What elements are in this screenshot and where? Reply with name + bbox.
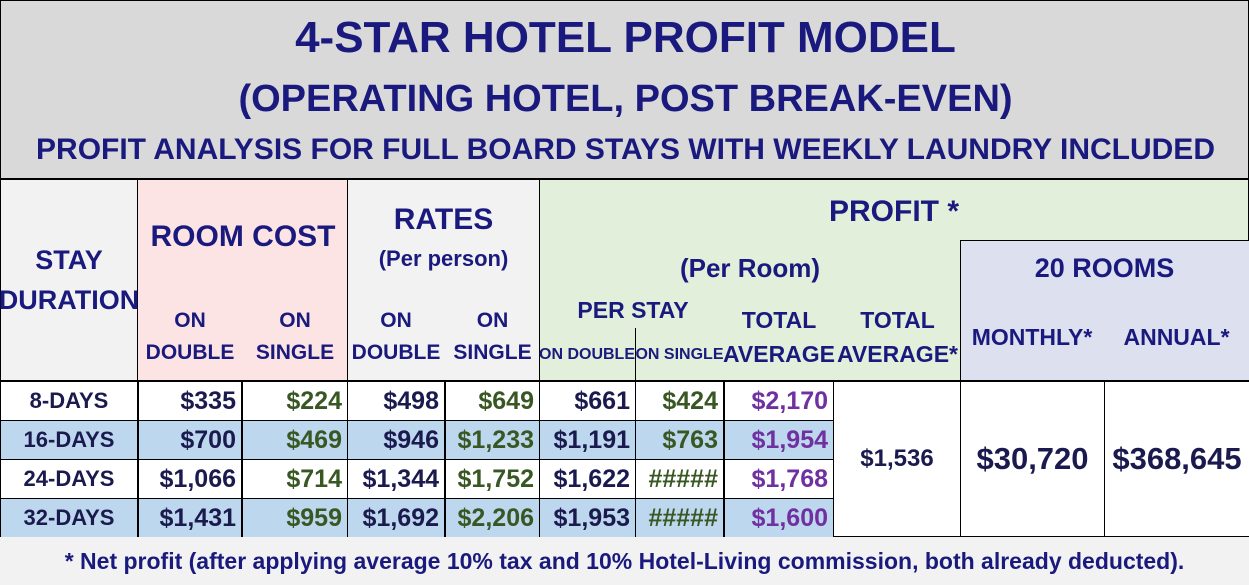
- cost-single-cell: $469: [242, 420, 348, 460]
- header-total-average: TOTAL AVERAGE: [722, 302, 836, 372]
- stay-cell: 8-DAYS: [0, 381, 138, 421]
- header-rate-double-label: DOUBLE: [351, 341, 441, 364]
- header-cost-double-label: DOUBLE: [145, 341, 235, 364]
- header-annual: ANNUAL*: [1123, 323, 1230, 350]
- footer-note: * Net profit (after applying average 10%…: [0, 537, 1249, 585]
- title-line-3: PROFIT ANALYSIS FOR FULL BOARD STAYS WIT…: [36, 133, 1215, 166]
- header-cost-on-label-2: ON: [279, 309, 311, 332]
- header-rate-on-label: ON: [380, 309, 412, 332]
- header-rate-on-double: ON DOUBLE: [347, 305, 445, 369]
- cost-single-cell: $959: [242, 498, 348, 538]
- profit-double-cell: $661: [539, 381, 636, 421]
- profit-double-cell: $1,191: [539, 420, 636, 460]
- header-profit: PROFIT *: [828, 195, 959, 228]
- header-per-room: (Per Room): [679, 252, 821, 283]
- header-total-label: TOTAL: [741, 307, 817, 333]
- header-rate-on-label-2: ON: [476, 309, 509, 332]
- title-line-1: 4-STAR HOTEL PROFIT MODEL: [295, 13, 956, 62]
- profit-single-cell: #####: [635, 498, 724, 538]
- total-average-cell: $2,170: [724, 381, 834, 421]
- rate-double-cell: $1,344: [347, 459, 445, 499]
- rate-single-cell: $1,233: [445, 420, 540, 460]
- cost-double-cell: $1,431: [138, 498, 242, 538]
- profit-double-cell: $1,953: [539, 498, 636, 538]
- header-profit-on-double: ON DOUBLE: [539, 346, 635, 363]
- header-per-person: (Per person): [378, 246, 509, 271]
- header-profit-on-single: ON SINGLE: [635, 346, 724, 363]
- header-rates: RATES: [393, 203, 494, 236]
- stay-cell: 24-DAYS: [0, 459, 138, 499]
- total-average-cell: $1,600: [724, 498, 834, 538]
- header-20-rooms-block: [960, 240, 1249, 381]
- header-monthly: MONTHLY*: [971, 323, 1093, 350]
- header-average-label: AVERAGE: [722, 341, 836, 367]
- overall-average-cell: $1,536: [833, 381, 961, 537]
- header-room-cost-block: [138, 179, 348, 381]
- total-average-cell: $1,954: [724, 420, 834, 460]
- header-cost-on-double: ON DOUBLE: [138, 305, 242, 369]
- title-block: 4-STAR HOTEL PROFIT MODEL (OPERATING HOT…: [0, 0, 1249, 179]
- total-average-cell: $1,768: [724, 459, 834, 499]
- header-stay-duration: STAY DURATION: [0, 179, 140, 381]
- cost-double-cell: $700: [138, 420, 242, 460]
- header-cost-on-single: ON SINGLE: [242, 305, 348, 369]
- header-rate-single-label: SINGLE: [453, 341, 532, 364]
- header-per-stay: PER STAY: [577, 296, 689, 323]
- annual-cell: $368,645: [1104, 381, 1249, 537]
- cost-double-cell: $335: [138, 381, 242, 421]
- title-line-2: (OPERATING HOTEL, POST BREAK-EVEN): [238, 78, 1013, 120]
- stay-cell: 16-DAYS: [0, 420, 138, 460]
- header-cost-on-label: ON: [174, 309, 206, 332]
- header-duration: DURATION: [0, 285, 140, 315]
- monthly-cell: $30,720: [960, 381, 1105, 537]
- header-cost-single-label: SINGLE: [255, 341, 335, 364]
- cost-single-cell: $224: [242, 381, 348, 421]
- header-total-average-overall: TOTAL AVERAGE*: [834, 302, 961, 372]
- rate-double-cell: $946: [347, 420, 445, 460]
- profit-single-cell: #####: [635, 459, 724, 499]
- profit-double-cell: $1,622: [539, 459, 636, 499]
- header-rates-block: [347, 179, 540, 381]
- header-room-cost: ROOM COST: [150, 220, 336, 253]
- header-average-star-label: AVERAGE*: [837, 341, 958, 367]
- rate-single-cell: $1,752: [445, 459, 540, 499]
- cost-single-cell: $714: [242, 459, 348, 499]
- rate-single-cell: $2,206: [445, 498, 540, 538]
- header-20-rooms: 20 ROOMS: [1034, 252, 1175, 283]
- cost-double-cell: $1,066: [138, 459, 242, 499]
- header-rate-on-single: ON SINGLE: [445, 305, 540, 369]
- profit-single-cell: $424: [635, 381, 724, 421]
- profit-single-cell: $763: [635, 420, 724, 460]
- header-stay: STAY: [35, 245, 103, 275]
- profit-subdivider: [635, 328, 636, 381]
- rate-double-cell: $1,692: [347, 498, 445, 538]
- rate-double-cell: $498: [347, 381, 445, 421]
- rate-single-cell: $649: [445, 381, 540, 421]
- stay-cell: 32-DAYS: [0, 498, 138, 538]
- header-total-label-2: TOTAL: [860, 307, 935, 333]
